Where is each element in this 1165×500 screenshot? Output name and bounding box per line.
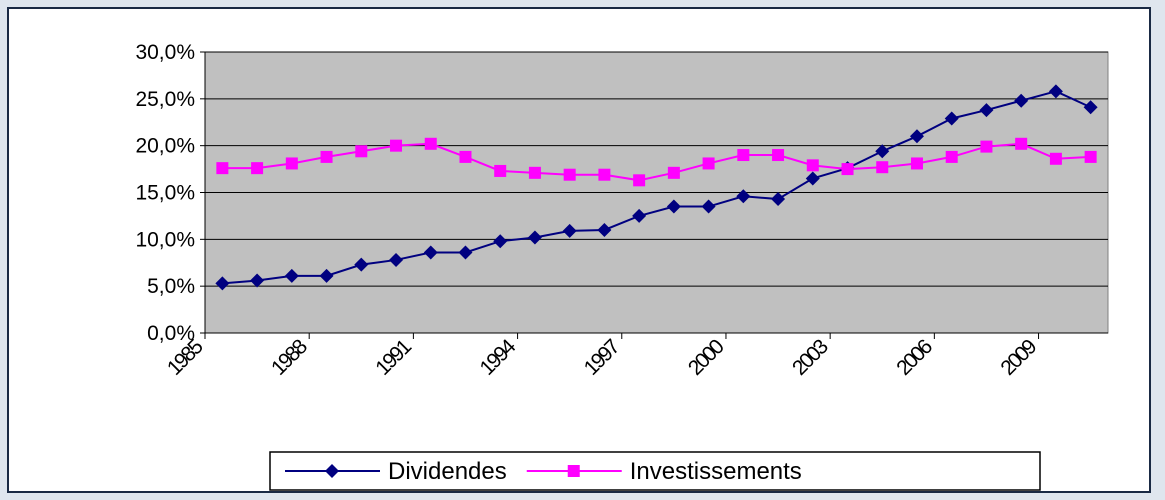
diamond-marker: [215, 276, 230, 291]
square-marker: [772, 149, 785, 162]
y-tick-label: 20,0%: [135, 135, 195, 158]
square-marker: [633, 174, 646, 187]
diamond-marker: [1048, 84, 1063, 99]
square-marker: [216, 162, 229, 175]
diamond-marker: [284, 268, 299, 283]
square-marker: [459, 150, 472, 163]
diamond-marker: [597, 222, 612, 237]
y-tick-label: 15,0%: [135, 182, 195, 205]
diamond-marker: [944, 111, 959, 126]
diamond-marker: [493, 234, 508, 249]
square-marker: [424, 137, 437, 150]
square-marker: [251, 162, 264, 175]
diamond-marker: [632, 208, 647, 223]
diamond-marker: [527, 230, 542, 245]
square-marker: [355, 145, 368, 158]
y-tick-label: 25,0%: [135, 88, 195, 111]
square-marker: [876, 161, 889, 174]
square-marker: [494, 164, 507, 177]
legend-box: [269, 451, 1041, 491]
diamond-marker: [458, 245, 473, 260]
square-marker: [1015, 137, 1028, 150]
square-marker: [598, 168, 611, 181]
legend-label: Dividendes: [388, 458, 507, 485]
square-marker: [667, 166, 680, 179]
diamond-marker: [1083, 100, 1098, 115]
diamond-marker: [875, 144, 890, 159]
square-marker: [1049, 152, 1062, 165]
square-marker: [910, 157, 923, 170]
diamond-marker: [701, 199, 716, 214]
diamond-marker: [1014, 93, 1029, 108]
diamond-marker: [771, 192, 786, 207]
square-marker: [841, 163, 854, 176]
diamond-marker: [325, 464, 339, 478]
square-marker: [702, 157, 715, 170]
diamond-marker: [666, 199, 681, 214]
square-marker: [737, 149, 750, 162]
diamond-marker: [979, 103, 994, 118]
square-marker: [1084, 150, 1097, 163]
square-marker: [806, 159, 819, 172]
diamond-marker: [250, 273, 265, 288]
y-tick-label: 30,0%: [135, 41, 195, 64]
square-marker: [285, 157, 298, 170]
diamond-marker: [736, 189, 751, 204]
y-tick-label: 10,0%: [135, 228, 195, 251]
square-marker: [945, 150, 958, 163]
diamond-marker: [354, 257, 369, 272]
square-marker: [320, 150, 333, 163]
square-marker: [390, 139, 403, 152]
y-tick-label: 0,0%: [147, 322, 195, 345]
diamond-marker: [389, 252, 404, 267]
square-marker: [563, 168, 576, 181]
square-marker: [528, 166, 541, 179]
y-tick-label: 5,0%: [147, 275, 195, 298]
square-marker: [567, 465, 580, 477]
diamond-marker: [319, 268, 334, 283]
square-marker: [980, 140, 993, 153]
legend: Dividendes Investissements: [269, 451, 1041, 491]
diamond-marker: [909, 129, 924, 144]
diamond-marker: [562, 223, 577, 238]
legend-label: Investissements: [630, 458, 802, 485]
diamond-marker: [805, 171, 820, 186]
diamond-marker: [423, 245, 438, 260]
